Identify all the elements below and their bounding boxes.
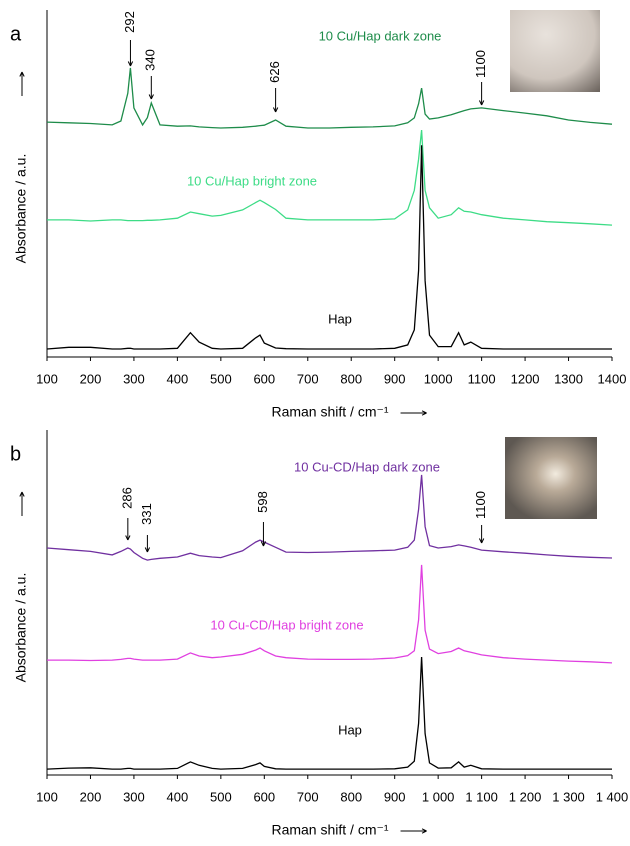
annotation-label: 331 <box>139 503 154 525</box>
arrow-head <box>127 61 134 67</box>
x-tick-label: 200 <box>80 371 102 386</box>
spectrum-line <box>47 130 613 226</box>
y-axis-label: Absorbance / a.u. <box>13 573 29 683</box>
arrow-head <box>260 541 267 547</box>
spectrum-line <box>46 145 612 350</box>
x-tick-label: 400 <box>167 789 189 804</box>
series-label: 10 Cu-CD/Hap bright zone <box>210 617 363 632</box>
x-tick-label: 600 <box>253 789 275 804</box>
x-tick-label: 1300 <box>554 371 583 386</box>
annotation-label: 1100 <box>473 50 488 78</box>
x-tick-label: 1000 <box>424 371 453 386</box>
x-tick-label: 1 300 <box>552 789 585 804</box>
spectrum-line <box>47 564 613 664</box>
y-axis-label: Absorbance / a.u. <box>13 154 29 264</box>
inset-photo <box>510 10 600 92</box>
x-tick-label: 500 <box>210 789 232 804</box>
x-tick-label: 300 <box>123 789 145 804</box>
panel-label: b <box>10 443 21 465</box>
series-label: Hap <box>328 311 352 326</box>
x-tick-label: 700 <box>297 789 319 804</box>
panel-label: a <box>10 23 22 45</box>
arrow-head <box>421 828 427 834</box>
x-tick-label: 1100 <box>468 371 496 386</box>
arrow-head <box>125 535 131 541</box>
arrow-head <box>478 538 485 544</box>
spectrum-line <box>46 474 613 561</box>
annotation-label: 626 <box>267 61 282 83</box>
series-label: 10 Cu/Hap dark zone <box>319 28 442 43</box>
annotation-label: 340 <box>143 49 158 71</box>
x-axis-label: Raman shift / cm⁻¹ <box>271 404 388 420</box>
x-tick-label: 100 <box>36 371 58 386</box>
x-tick-label: 900 <box>384 371 406 386</box>
x-tick-label: 1 100 <box>465 789 498 804</box>
x-tick-label: 1200 <box>511 371 540 386</box>
x-tick-label: 700 <box>297 371 319 386</box>
arrow-head <box>272 107 279 113</box>
spectrum-line <box>46 656 612 770</box>
x-tick-label: 1 400 <box>596 789 629 804</box>
x-tick-label: 800 <box>340 371 362 386</box>
x-tick-label: 800 <box>340 789 362 804</box>
series-label: 10 Cu/Hap bright zone <box>187 173 317 188</box>
annotation-label: 286 <box>119 487 134 509</box>
arrow-head <box>19 491 25 497</box>
arrow-head <box>478 100 485 106</box>
x-axis-label: Raman shift / cm⁻¹ <box>271 822 388 838</box>
arrow-head <box>148 94 154 100</box>
annotation-label: 292 <box>122 11 137 33</box>
spectrum-line <box>46 67 613 129</box>
arrow-head <box>19 71 25 77</box>
x-tick-label: 100 <box>36 789 58 804</box>
annotation-label: 1100 <box>473 491 488 519</box>
x-tick-label: 900 <box>384 789 406 804</box>
arrow-head <box>144 547 151 553</box>
arrow-head <box>421 410 427 416</box>
x-tick-label: 300 <box>123 371 145 386</box>
x-tick-label: 200 <box>80 789 102 804</box>
x-tick-label: 1400 <box>598 371 627 386</box>
x-tick-label: 1 000 <box>422 789 455 804</box>
x-tick-label: 1 200 <box>509 789 542 804</box>
annotation-label: 598 <box>255 491 270 513</box>
series-label: Hap <box>338 722 362 737</box>
x-tick-label: 500 <box>210 371 232 386</box>
series-label: 10 Cu-CD/Hap dark zone <box>294 459 440 474</box>
x-tick-label: 400 <box>167 371 189 386</box>
inset-photo <box>505 437 597 519</box>
x-tick-label: 600 <box>253 371 275 386</box>
